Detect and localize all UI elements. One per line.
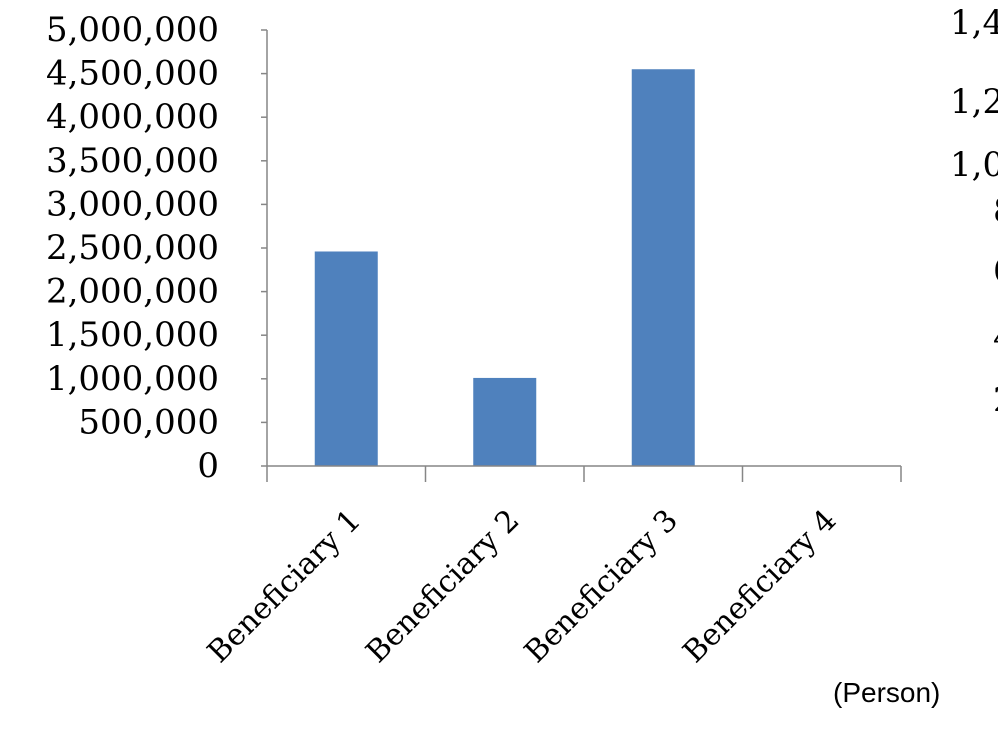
y-tick-label: 4,000,000 [46,97,219,137]
y-tick-label: 1,000,000 [46,359,219,399]
right-chart-tick-label: 1,4 [950,3,998,43]
right-chart-tick-label: 1,2 [950,82,998,122]
y-tick-label: 2,000,000 [46,272,219,312]
y-axis-tick-labels: 0500,0001,000,0001,500,0002,000,0002,500… [46,10,219,486]
bars [314,69,695,467]
partial-right-chart: 1,4 1,2 1,0 8 6 4 2 (Person) [833,3,998,708]
x-category-label: Beneficiary 3 [518,503,685,670]
right-chart-tick-label: 4 [993,318,998,358]
right-chart-tick-label: 6 [993,251,998,291]
right-chart-tick-label: 1,0 [950,145,998,185]
right-chart-tick-label: 2 [993,380,998,420]
axes [261,29,902,482]
bar [631,69,695,467]
y-tick-label: 4,500,000 [46,54,219,94]
y-tick-label: 3,500,000 [46,141,219,181]
y-tick-label: 500,000 [78,402,219,442]
bar [314,251,378,466]
y-tick-label: 1,500,000 [46,315,219,355]
right-chart-tick-label: 8 [993,191,998,231]
x-category-label: Beneficiary 2 [359,503,526,670]
y-tick-label: 2,500,000 [46,228,219,268]
y-tick-label: 5,000,000 [46,10,219,50]
x-category-label: Beneficiary 4 [676,503,843,670]
x-category-label: Beneficiary 1 [201,503,368,670]
bar [473,377,537,466]
right-chart-unit-label: (Person) [833,677,940,708]
y-tick-label: 3,000,000 [46,184,219,224]
y-tick-label: 0 [197,446,219,486]
